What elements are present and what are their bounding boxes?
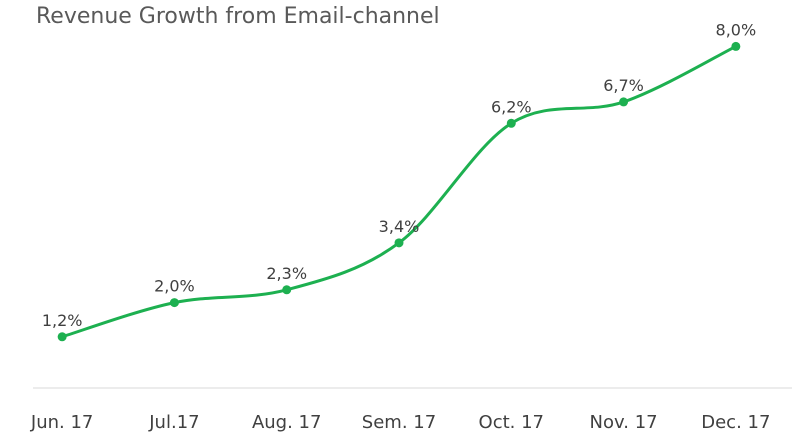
data-label: 6,2% <box>491 97 532 116</box>
x-tick-label: Jun. 17 <box>30 412 93 433</box>
x-tick-labels: Jun. 17 Jul.17 Aug. 17 Sem. 17 Oct. 17 Nov. 1… <box>30 412 771 433</box>
chart-title: Revenue Growth from Email-channel <box>36 4 440 29</box>
x-tick-label: Aug. 17 <box>252 412 322 433</box>
x-tick-label: Nov. 17 <box>590 412 658 433</box>
data-label: 6,7% <box>603 76 644 95</box>
data-point <box>619 97 629 107</box>
data-labels: 1,2% 2,0% 2,3% 3,4% 6,2% 6,7% 8,0% <box>42 20 756 329</box>
data-point <box>57 332 67 342</box>
data-point <box>282 285 292 295</box>
x-tick-label: Jul.17 <box>148 412 199 433</box>
data-label: 8,0% <box>716 20 757 39</box>
x-tick-label: Oct. 17 <box>479 412 544 433</box>
x-tick-label: Dec. 17 <box>701 412 770 433</box>
x-tick-label: Sem. 17 <box>362 412 436 433</box>
data-points <box>57 41 741 342</box>
data-point <box>731 41 741 51</box>
data-label: 2,0% <box>154 277 195 296</box>
data-point <box>394 238 404 248</box>
data-point <box>169 298 179 308</box>
data-label: 2,3% <box>266 264 307 283</box>
data-label: 3,4% <box>379 217 420 236</box>
data-label: 1,2% <box>42 311 83 330</box>
data-point <box>506 118 516 128</box>
